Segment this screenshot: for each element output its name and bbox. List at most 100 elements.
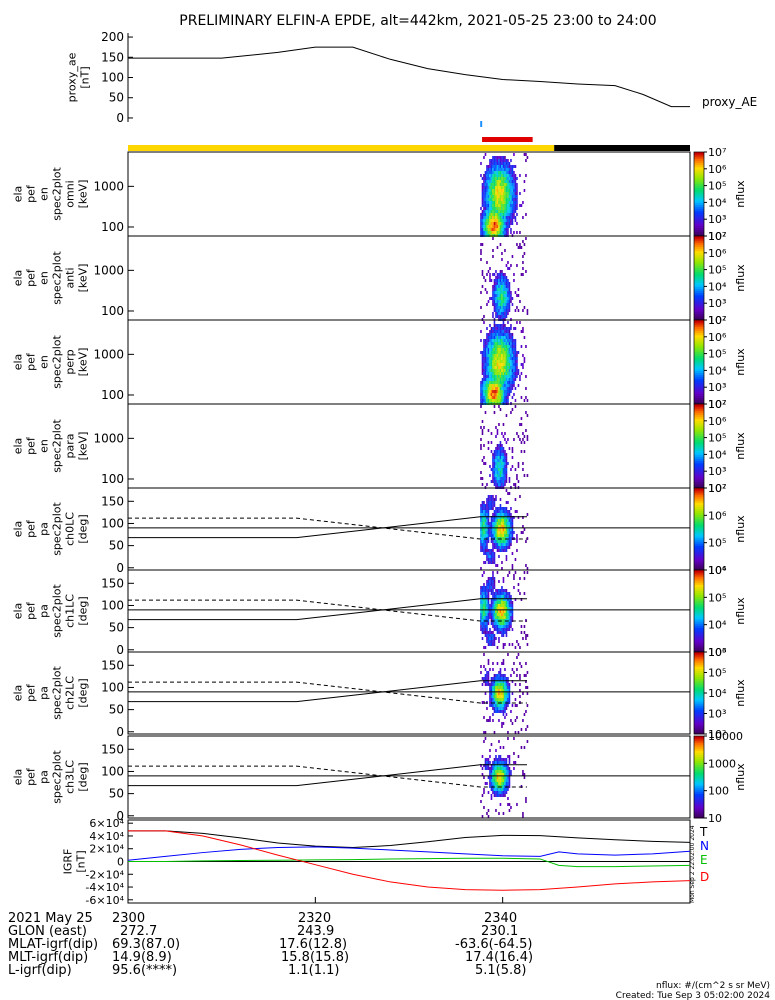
spec-perp-cell bbox=[486, 378, 488, 381]
spec-para-cell bbox=[498, 459, 500, 462]
ae-ylabel-line: [nT] bbox=[79, 66, 92, 88]
spec-anti-cell bbox=[504, 306, 506, 309]
pa-ch0LC-cell bbox=[481, 504, 484, 507]
spec-omni-cell bbox=[513, 198, 515, 201]
spec-perp-cell bbox=[486, 384, 488, 387]
pa-ch2LC-cell bbox=[501, 689, 503, 692]
pa-ch3LC-cell bbox=[496, 770, 499, 773]
pa-ch0LC-cell bbox=[484, 507, 487, 510]
pa-ch2LC-cell bbox=[525, 674, 527, 677]
spec-perp-cell bbox=[502, 339, 505, 342]
pa-ch0LC-cell bbox=[504, 507, 506, 510]
pa-ch0LC-cell bbox=[501, 537, 503, 540]
spec-para-cell bbox=[492, 456, 494, 459]
pa-ch0LC-cell bbox=[487, 555, 490, 558]
spec-perp-cell bbox=[505, 339, 508, 342]
spec-perp-cell bbox=[490, 345, 493, 348]
spec-perp-cell bbox=[480, 390, 482, 393]
pa-ch3LC-cell bbox=[504, 788, 506, 791]
spec-para-cell bbox=[495, 426, 497, 429]
spec-perp-cell bbox=[504, 327, 506, 330]
pa-ch1LC-cell bbox=[487, 643, 490, 646]
spec-omni-cell bbox=[508, 189, 511, 192]
pa-ch1LC-cell bbox=[481, 622, 484, 625]
spec-anti-cell bbox=[499, 243, 502, 246]
pa-ch0LC-cell bbox=[489, 555, 491, 558]
spec-omni-cell bbox=[510, 231, 512, 234]
pa-ch3LC-cell bbox=[490, 773, 493, 776]
pa-ch1LC-cell bbox=[483, 595, 485, 598]
spec-perp-cell bbox=[511, 342, 514, 345]
pa-ch2LC-cell bbox=[490, 689, 493, 692]
spec-perp-cell bbox=[501, 396, 503, 399]
pa-ch3LC-cell bbox=[504, 794, 506, 797]
spec-omni-cell bbox=[495, 159, 497, 162]
spec-omni-cell bbox=[490, 171, 493, 174]
pa-ch3LC-colorbar-cell bbox=[694, 738, 704, 741]
spec-perp-cell bbox=[481, 369, 484, 372]
pa-ch0LC-cell bbox=[510, 537, 512, 540]
pa-ch2LC-cell bbox=[496, 710, 499, 713]
pa-ch2LC-cell bbox=[498, 674, 500, 677]
spec-para-ylabel-line: en bbox=[38, 439, 51, 453]
pa-ch1LC-colorbar-cell bbox=[694, 592, 704, 596]
pa-ch0LC-colorbar-cell bbox=[694, 565, 704, 569]
pa-ch2LC-cell bbox=[495, 677, 497, 680]
pa-ch1LC-cell bbox=[480, 616, 482, 619]
spec-omni-cell bbox=[523, 180, 526, 183]
spec-perp-cell bbox=[499, 354, 502, 357]
spec-perp-cell bbox=[505, 327, 508, 330]
pa-ch3LC-colorbar-cell bbox=[694, 752, 704, 755]
spec-anti-cell bbox=[511, 255, 514, 258]
spec-omni-cell bbox=[490, 225, 493, 228]
pa-ch1LC-cell bbox=[517, 583, 520, 586]
spec-omni-cell bbox=[492, 216, 494, 219]
spec-perp-cell bbox=[520, 345, 523, 348]
spec-perp-cell bbox=[510, 336, 512, 339]
pa-ch3LC-cell bbox=[498, 794, 500, 797]
spec-anti-cell bbox=[496, 300, 499, 303]
pa-ch0LC-cell bbox=[499, 525, 502, 528]
pa-ch0LC-cell bbox=[504, 516, 506, 519]
spec-para-cell bbox=[526, 414, 529, 417]
spec-anti-cell bbox=[504, 300, 506, 303]
spec-omni-colorbar-cell bbox=[694, 166, 704, 170]
igrf-legend-E: E bbox=[700, 853, 708, 867]
pa-ch1LC-cell bbox=[490, 577, 493, 580]
spec-anti-cell bbox=[493, 297, 496, 300]
spec-para-cell bbox=[492, 468, 494, 471]
spec-omni-cell bbox=[489, 186, 491, 189]
spec-para-cell bbox=[498, 453, 500, 456]
pa-ch3LC-cell bbox=[504, 776, 506, 779]
spec-omni-cell bbox=[484, 222, 487, 225]
spec-omni-cell bbox=[501, 174, 503, 177]
pa-ch2LC-colorbar-cell bbox=[694, 684, 704, 688]
pa-ch1LC-cell bbox=[484, 610, 487, 613]
spec-para-colorbar-cell bbox=[694, 414, 704, 418]
pa-ch2LC-cell bbox=[492, 713, 494, 716]
pa-ch1LC-cell bbox=[502, 643, 505, 646]
pa-ch0LC-colorbar-cell bbox=[694, 504, 704, 507]
pa-ch1LC-cell bbox=[481, 589, 484, 592]
spec-perp-cell bbox=[505, 384, 508, 387]
spec-perp-cell bbox=[496, 348, 499, 351]
pa-ch2LC-colorbar-cell bbox=[694, 674, 704, 678]
spec-perp-cell bbox=[486, 348, 488, 351]
pa-ch2LC-cell bbox=[489, 719, 491, 722]
spec-omni-cell bbox=[498, 192, 500, 195]
spec-anti-colorbar-cell bbox=[694, 307, 704, 310]
pa-ch2LC-cell bbox=[504, 668, 506, 671]
spec-omni-cell bbox=[493, 195, 496, 198]
pa-ch3LC-cell bbox=[496, 776, 499, 779]
spec-para-cell bbox=[505, 453, 508, 456]
pa-ch3LC-cell bbox=[508, 773, 511, 776]
spec-perp-cell bbox=[502, 396, 505, 399]
spec-omni-cell bbox=[513, 177, 515, 180]
pa-ch3LC-cell bbox=[480, 764, 482, 767]
pa-ch1LC-cell bbox=[523, 577, 526, 580]
spec-omni-cell bbox=[492, 219, 494, 222]
spec-perp-cell bbox=[511, 345, 514, 348]
pa-ch1LC-cell bbox=[490, 622, 493, 625]
spec-omni-cell bbox=[516, 201, 518, 204]
spec-perp-cell bbox=[498, 360, 500, 363]
